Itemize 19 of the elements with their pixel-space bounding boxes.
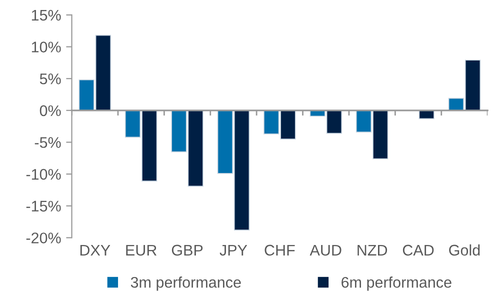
x-tick-label: DXY (80, 244, 110, 256)
y-tick-label: -15% (26, 200, 61, 212)
y-tick-label: 10% (32, 42, 61, 52)
x-tick-label: Gold (449, 244, 480, 256)
x-tick-label: JPY (220, 244, 248, 256)
y-tick-label: -10% (26, 168, 61, 180)
y-tick-label: 15% (32, 10, 61, 21)
y-tick-label: 0% (40, 105, 61, 116)
x-tick-label: EUR (126, 244, 156, 256)
y-tick-label: 5% (40, 74, 61, 84)
x-tick-label: CHF (264, 244, 295, 256)
x-tick-label: CAD (402, 244, 434, 256)
y-tick-label: -20% (26, 232, 61, 244)
x-tick-label: AUD (310, 244, 342, 256)
y-tick-label: -5% (34, 137, 61, 148)
x-tick-label: NZD (358, 244, 388, 256)
x-tick-label: GBP (172, 244, 203, 256)
legend-label: 3m performance (130, 276, 241, 291)
legend-label: 6m performance (342, 276, 452, 291)
